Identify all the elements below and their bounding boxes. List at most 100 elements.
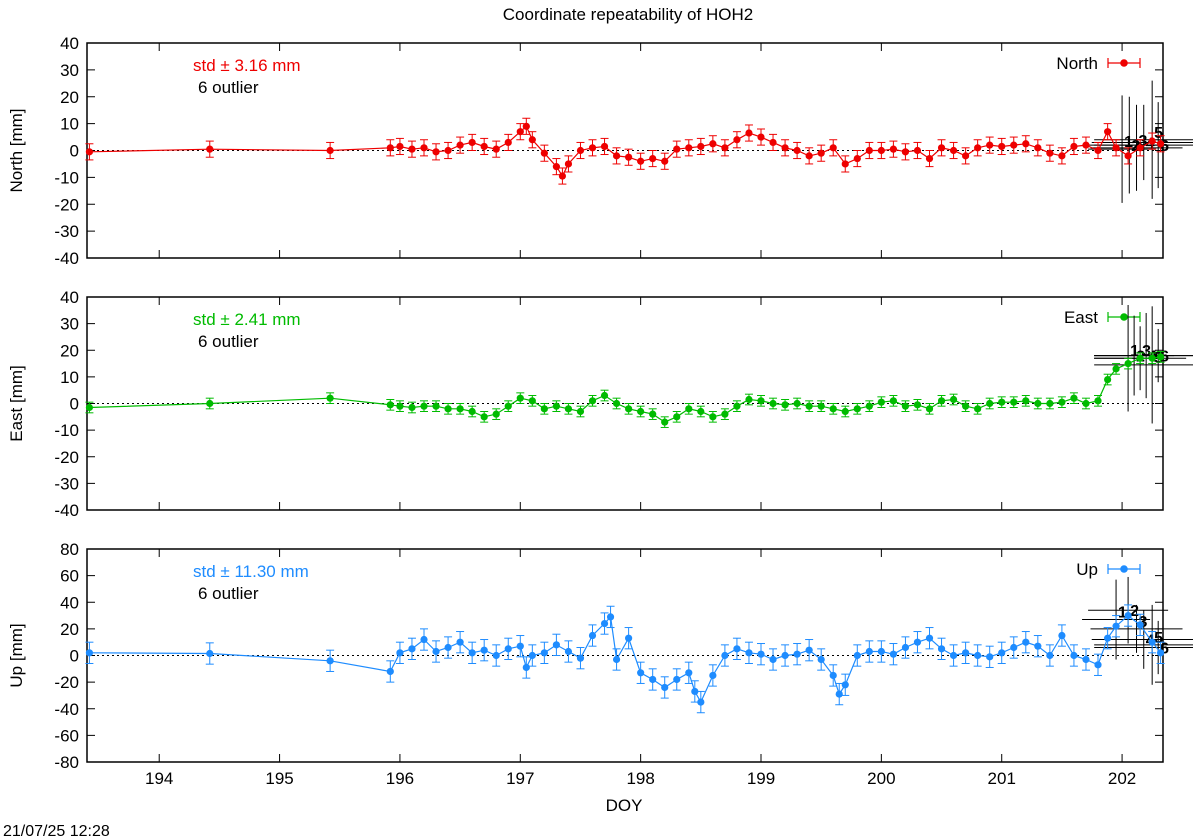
data-point [781,651,789,660]
legend-marker [1120,565,1128,573]
legend-label: North [1056,54,1098,73]
data-point [1046,149,1054,157]
data-point [637,669,645,677]
data-point [468,649,476,657]
data-point [745,395,753,404]
data-point [1022,397,1030,405]
data-point [1070,142,1078,151]
data-point [1112,622,1120,630]
data-point [901,148,910,156]
data-point [558,172,567,180]
data-point [432,402,440,410]
data-point [709,413,717,421]
outlier-number: 2 [1131,138,1140,155]
y-tick-label: 20 [60,88,79,107]
data-point [661,418,669,426]
data-point [1058,398,1066,406]
y-tick-label: -10 [54,168,79,187]
data-point [1046,399,1054,408]
data-point [612,152,621,160]
y-tick-label: -10 [54,421,79,440]
errorbar-group [85,351,1165,428]
data-point [480,413,488,421]
y-tick-label: 60 [60,567,79,586]
data-point [901,643,910,652]
data-point [757,650,765,658]
panel-east: -40 -30 -20 -10 0 10 20 30 40 East [mm] std ± 2.41… [7,288,1193,520]
data-point [949,651,958,660]
data-point [588,397,597,405]
data-point [396,402,404,410]
outlier-number: 3 [1139,133,1148,150]
data-point [420,144,428,152]
data-point [817,149,825,157]
data-point [853,154,861,163]
data-point [504,645,512,653]
y-tick-label: -80 [54,753,79,772]
outlier-count-label: 6 outlier [198,332,259,351]
x-tick-label: 197 [506,769,534,788]
data-point [974,651,982,660]
panel-north: -40 -30 -20 -10 0 10 20 30 40 North [mm] std ± 3.1… [7,34,1193,268]
data-point [456,141,464,149]
data-point [468,407,476,416]
data-point [1104,375,1112,384]
data-point [901,402,910,410]
data-point [937,645,946,653]
data-point [913,146,922,155]
data-point [576,407,585,416]
y-tick-label: 40 [60,34,79,53]
x-tick-label: 200 [867,769,895,788]
data-point [1124,152,1132,160]
data-point [974,144,982,152]
data-point [444,405,452,413]
data-point [1034,144,1042,152]
data-point [468,138,476,147]
data-point [962,649,970,657]
data-point [588,144,597,152]
outlier-number: 2 [1130,603,1139,620]
data-point [998,398,1006,406]
data-point [504,402,512,410]
data-point [721,144,729,152]
y-axis-label: North [mm] [7,108,26,192]
x-tick-label: 199 [747,769,775,788]
data-point [206,649,214,658]
std-label: std ± 11.30 mm [193,562,309,581]
data-point [962,152,970,160]
data-point [974,405,982,413]
data-point [420,635,428,644]
data-point [937,144,946,152]
data-point [769,138,777,147]
data-point [817,402,825,410]
data-point [1148,354,1156,362]
data-point [1010,643,1018,652]
data-point [817,655,825,664]
data-point [853,405,861,413]
data-point [889,397,897,405]
y-tick-label: 80 [60,540,79,559]
legend-label: Up [1076,560,1098,579]
data-point [1082,141,1090,149]
data-point [889,650,897,658]
timestamp: 21/07/25 12:28 [3,823,110,840]
data-point [326,657,334,665]
data-point [733,402,741,410]
data-point [576,654,585,662]
data-point [757,397,765,405]
data-point [769,399,777,408]
data-point [691,687,699,696]
data-point [432,148,440,156]
data-point [913,401,922,409]
data-point [1136,621,1144,629]
data-point [326,146,334,155]
data-point [625,634,633,642]
data-point [1046,651,1054,660]
data-point [1104,634,1112,642]
data-point [456,405,464,413]
data-point [480,142,488,151]
data-point [522,663,530,672]
data-point [386,401,394,409]
data-point [206,145,214,153]
